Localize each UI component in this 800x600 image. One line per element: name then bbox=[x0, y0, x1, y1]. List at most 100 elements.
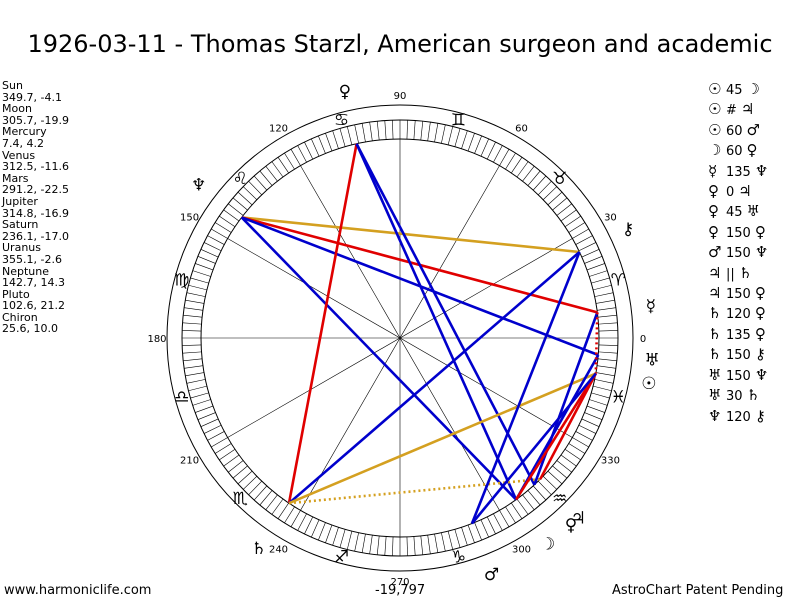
aspect-row: ☿ 135 ♆ bbox=[708, 162, 769, 182]
degree-tick bbox=[511, 502, 523, 519]
degree-tick bbox=[575, 431, 593, 441]
aspect-row: ♀ 45 ♅ bbox=[708, 202, 769, 222]
degree-tick bbox=[354, 124, 359, 144]
degree-tick bbox=[480, 519, 489, 538]
degree-tick bbox=[182, 351, 202, 354]
degree-tick bbox=[522, 166, 535, 182]
aspect-angle: 150 bbox=[726, 225, 751, 241]
aspect-line bbox=[594, 312, 599, 374]
planet-name: Pluto bbox=[2, 287, 30, 301]
degree-tick bbox=[248, 180, 262, 196]
degree-label: 210 bbox=[180, 456, 199, 467]
degree-tick bbox=[575, 235, 593, 245]
degree-tick bbox=[572, 437, 589, 448]
degree-tick bbox=[568, 443, 586, 454]
degree-label: 150 bbox=[180, 213, 199, 224]
degree-label: 60 bbox=[515, 124, 528, 135]
degree-tick bbox=[447, 126, 454, 145]
degree-tick bbox=[434, 533, 439, 553]
planet-marker-icon: ⚷ bbox=[622, 220, 634, 240]
planet-coords: 349.7, -4.1 bbox=[2, 90, 62, 104]
degree-tick bbox=[207, 431, 225, 441]
degree-tick bbox=[560, 209, 577, 222]
degree-tick bbox=[190, 392, 209, 399]
planet-glyph-icon: ♀ bbox=[754, 304, 766, 323]
degree-tick bbox=[219, 215, 236, 227]
degree-tick bbox=[511, 157, 523, 174]
aspect-line bbox=[287, 143, 358, 504]
degree-tick bbox=[538, 180, 552, 196]
planet-glyph-icon: ♆ bbox=[708, 406, 722, 425]
aspect-row: ☉ 60 ♂ bbox=[708, 121, 769, 141]
aspect-line bbox=[288, 251, 581, 505]
aspect-row: ♂ 150 ♆ bbox=[708, 243, 769, 263]
aspect-angle: 30 bbox=[726, 389, 743, 405]
planet-name: Mars bbox=[2, 171, 29, 185]
zodiac-sign-icon: ♋ bbox=[334, 111, 349, 131]
degree-tick bbox=[547, 470, 563, 485]
aspect-row: ♀ 0 ♃ bbox=[708, 182, 769, 202]
website-link[interactable]: www.harmoniclife.com bbox=[4, 583, 152, 598]
degree-tick bbox=[259, 170, 273, 186]
zodiac-sign-icon: ♊ bbox=[451, 111, 466, 131]
degree-tick bbox=[186, 292, 206, 297]
planet-glyph-icon: ♅ bbox=[746, 202, 760, 221]
aspect-angle: 150 bbox=[726, 348, 751, 364]
planet-name: Sun bbox=[2, 79, 23, 92]
degree-tick bbox=[232, 465, 248, 479]
degree-tick bbox=[192, 399, 211, 406]
degree-label: 300 bbox=[512, 544, 531, 555]
degree-tick bbox=[211, 228, 228, 239]
degree-tick bbox=[197, 412, 216, 420]
degree-tick bbox=[332, 130, 339, 149]
planet-glyph-icon: ♃ bbox=[708, 263, 722, 282]
planet-name: Venus bbox=[2, 148, 36, 162]
degree-tick bbox=[223, 209, 240, 222]
degree-tick bbox=[354, 532, 359, 552]
degree-tick bbox=[214, 443, 232, 454]
planet-name: Mercury bbox=[2, 125, 47, 139]
degree-tick bbox=[542, 186, 558, 200]
planet-name: Neptune bbox=[2, 264, 50, 278]
degree-tick bbox=[552, 465, 568, 479]
degree-tick bbox=[297, 513, 307, 531]
degree-tick bbox=[427, 122, 431, 141]
aspect-angle: 60 bbox=[726, 144, 743, 160]
degree-tick bbox=[392, 536, 394, 556]
aspect-line bbox=[514, 354, 600, 501]
planet-glyph-icon: ⚷ bbox=[754, 406, 766, 425]
degree-tick bbox=[290, 149, 301, 166]
planet-glyph-icon: ☽ bbox=[708, 141, 722, 160]
degree-tick bbox=[242, 186, 258, 200]
degree-label: 120 bbox=[269, 124, 288, 135]
degree-tick bbox=[454, 128, 461, 147]
degree-tick bbox=[237, 470, 253, 485]
degree-tick bbox=[591, 277, 610, 284]
degree-tick bbox=[560, 454, 577, 467]
degree-tick bbox=[339, 128, 346, 147]
degree-tick bbox=[594, 292, 614, 297]
aspect-row: ♀ 150 ♀ bbox=[708, 223, 769, 243]
degree-tick bbox=[556, 460, 572, 473]
degree-label: 240 bbox=[269, 544, 288, 555]
degree-tick bbox=[237, 191, 253, 206]
degree-tick bbox=[522, 494, 535, 510]
degree-label: 0 bbox=[640, 334, 646, 345]
degree-tick bbox=[420, 535, 424, 555]
degree-tick bbox=[259, 490, 273, 506]
planet-marker-icon: ♀ bbox=[339, 82, 351, 102]
planet-marker-icon: ♅ bbox=[644, 351, 659, 371]
aspect-line bbox=[355, 143, 536, 486]
degree-tick bbox=[183, 358, 203, 362]
planet-marker-icon: ☉ bbox=[641, 374, 656, 394]
aspect-line bbox=[240, 216, 518, 501]
degree-tick bbox=[192, 270, 211, 277]
degree-tick bbox=[190, 277, 209, 284]
planet-glyph-icon: ♃ bbox=[708, 284, 722, 303]
planet-name: Uranus bbox=[2, 241, 41, 255]
aspect-angle: 120 bbox=[726, 307, 751, 323]
aspect-row: ☉ 45 ☽ bbox=[708, 80, 769, 100]
planet-name: Saturn bbox=[2, 218, 39, 232]
zodiac-sign-icon: ♌ bbox=[233, 169, 248, 189]
degree-tick bbox=[493, 513, 503, 531]
